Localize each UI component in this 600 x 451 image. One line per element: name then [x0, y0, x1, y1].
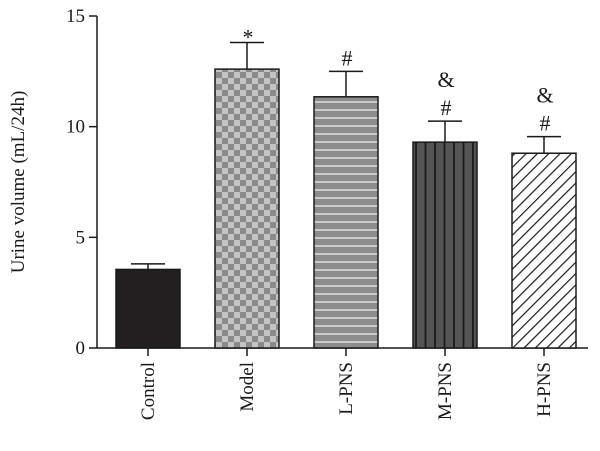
x-tick-label: H-PNS: [534, 362, 555, 417]
significance-mark: &: [536, 83, 553, 108]
significance-marks: * # # & # &: [243, 25, 554, 136]
significance-mark: #: [342, 45, 353, 70]
bars: [115, 68, 577, 349]
bar-m-pns: [412, 141, 478, 349]
error-bar-control: [131, 263, 165, 270]
error-bar-l-pns: [329, 70, 363, 97]
y-tick-label: 15: [66, 6, 85, 27]
y-tick-label: 10: [66, 117, 85, 138]
y-axis-title: Urine volume (mL/24h): [8, 91, 29, 274]
bar-h-pns: [511, 152, 577, 349]
significance-mark: #: [441, 95, 452, 120]
x-tick-label: Control: [138, 362, 159, 420]
error-bar-h-pns: [527, 135, 561, 154]
x-tick-label: L-PNS: [336, 362, 357, 415]
x-ticks: Control Model L-PNS M-PNS H-PNS: [138, 348, 555, 420]
y-ticks: 0 5 10 15: [66, 6, 97, 359]
significance-mark: #: [540, 111, 551, 136]
error-bars: [131, 41, 561, 270]
x-tick-label: Model: [237, 362, 258, 412]
bar-l-pns: [313, 96, 379, 349]
y-tick-label: 0: [76, 338, 86, 359]
bar-control: [115, 268, 181, 349]
error-bar-model: [230, 41, 264, 70]
bar-model: [214, 68, 280, 349]
x-tick-label: M-PNS: [435, 362, 456, 420]
error-bar-m-pns: [428, 120, 462, 143]
y-tick-label: 5: [76, 227, 86, 248]
significance-mark: &: [437, 67, 454, 92]
significance-mark: *: [243, 25, 254, 50]
